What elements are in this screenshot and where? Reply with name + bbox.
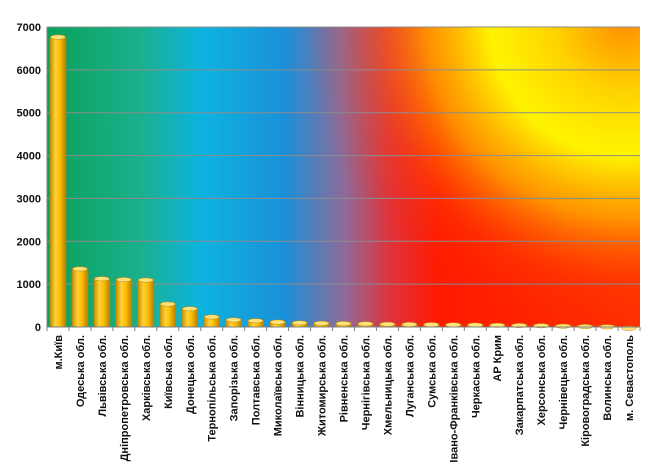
x-tick-label: м. Севастополь xyxy=(624,335,636,421)
x-tick-label: Донецька обл. xyxy=(185,335,197,414)
y-tick-label: 0 xyxy=(35,322,41,334)
bar xyxy=(49,34,67,328)
x-tick-label: Дніпропетровська обл. xyxy=(119,335,131,461)
y-tick-label: 2000 xyxy=(17,236,41,248)
bar-cap xyxy=(423,322,440,328)
bar xyxy=(291,320,308,328)
bars xyxy=(49,34,638,331)
y-axis-tick-labels: 0 1000 2000 3000 4000 5000 6000 7000 xyxy=(17,22,41,334)
x-tick-label: Харківська обл. xyxy=(141,335,153,421)
bar xyxy=(159,301,177,328)
x-tick-label: м.Київ xyxy=(53,335,65,370)
x-tick-label: Івано-Франківська обл. xyxy=(448,335,460,463)
bar-cap xyxy=(555,323,571,329)
x-tick-label: Чернігівська обл. xyxy=(360,335,372,430)
bar-cap xyxy=(160,301,176,307)
x-tick-label: Чернівецька обл. xyxy=(558,335,570,430)
bar xyxy=(203,314,221,328)
bar-cap xyxy=(335,321,352,327)
x-tick-label: Закарпатська обл. xyxy=(514,335,526,435)
bar-cap xyxy=(313,320,330,326)
bar xyxy=(423,322,440,328)
x-tick-label: Сумська обл. xyxy=(426,335,438,408)
bar-cap xyxy=(357,321,374,327)
bar xyxy=(401,321,418,328)
bar-cap xyxy=(379,321,396,327)
x-tick-label: АР Крим xyxy=(492,335,504,382)
bar xyxy=(269,319,286,328)
bar-cap xyxy=(247,318,264,324)
bar-cap xyxy=(138,277,154,283)
bar xyxy=(379,321,396,328)
x-tick-label: Вінницька обл. xyxy=(295,335,307,418)
bar-cap xyxy=(401,321,418,327)
bar-cap xyxy=(291,320,308,326)
x-tick-label: Одеська обл. xyxy=(75,335,87,407)
x-tick-label: Черкаська обл. xyxy=(470,335,482,418)
y-tick-label: 3000 xyxy=(17,193,41,205)
bar-cap xyxy=(269,319,286,325)
x-tick-label: Рівненська обл. xyxy=(339,335,351,422)
x-tick-label: Київська обл. xyxy=(163,335,175,409)
bar-cap xyxy=(204,314,220,320)
y-tick-label: 1000 xyxy=(17,279,41,291)
bar xyxy=(357,321,374,328)
bar xyxy=(445,322,462,328)
bar xyxy=(335,321,352,328)
bar-body xyxy=(137,278,155,328)
y-tick-label: 6000 xyxy=(17,65,41,77)
x-tick-label: Херсонська обл. xyxy=(536,335,548,426)
bar-body xyxy=(71,267,89,328)
bar xyxy=(71,266,89,328)
bar-cap xyxy=(72,266,88,272)
x-tick-label: Волинська обл. xyxy=(602,335,614,421)
x-tick-label: Кіровоградська обл. xyxy=(580,335,592,447)
bar-cap xyxy=(182,306,198,312)
plot-area-glow xyxy=(47,27,640,327)
x-tick-label: Житомирська обл. xyxy=(317,335,329,437)
bar xyxy=(313,320,330,328)
bar-cap xyxy=(50,34,66,40)
bar-cap xyxy=(226,317,242,323)
bar-cap xyxy=(94,276,110,282)
x-tick-label: Львівська обл. xyxy=(97,335,109,417)
bar-body xyxy=(49,35,67,328)
y-tick-label: 4000 xyxy=(17,151,41,163)
x-tick-label: Хмельницька обл. xyxy=(382,335,394,435)
bar xyxy=(93,276,111,328)
y-tick-label: 7000 xyxy=(17,22,41,34)
bar xyxy=(225,317,242,328)
bar xyxy=(247,318,264,328)
bar xyxy=(137,277,155,328)
bar xyxy=(115,277,133,328)
x-tick-label: Миколаївська обл. xyxy=(273,335,285,436)
bar xyxy=(181,306,199,328)
bar-cap xyxy=(116,277,132,283)
x-tick-label: Запорізька обл. xyxy=(229,335,241,421)
bar xyxy=(576,324,594,330)
y-tick-label: 5000 xyxy=(17,108,41,120)
x-tick-label: Луганська обл. xyxy=(404,335,416,417)
x-axis-category-labels: м.Київ Одеська обл. Львівська обл. Дніпропе… xyxy=(46,327,641,463)
bar-body xyxy=(115,277,133,328)
bar xyxy=(554,323,572,329)
x-tick-label: Тернопільська обл. xyxy=(207,335,219,442)
bar-body xyxy=(93,276,111,328)
bar-cap xyxy=(445,322,461,328)
x-tick-label: Полтавська обл. xyxy=(251,335,263,425)
